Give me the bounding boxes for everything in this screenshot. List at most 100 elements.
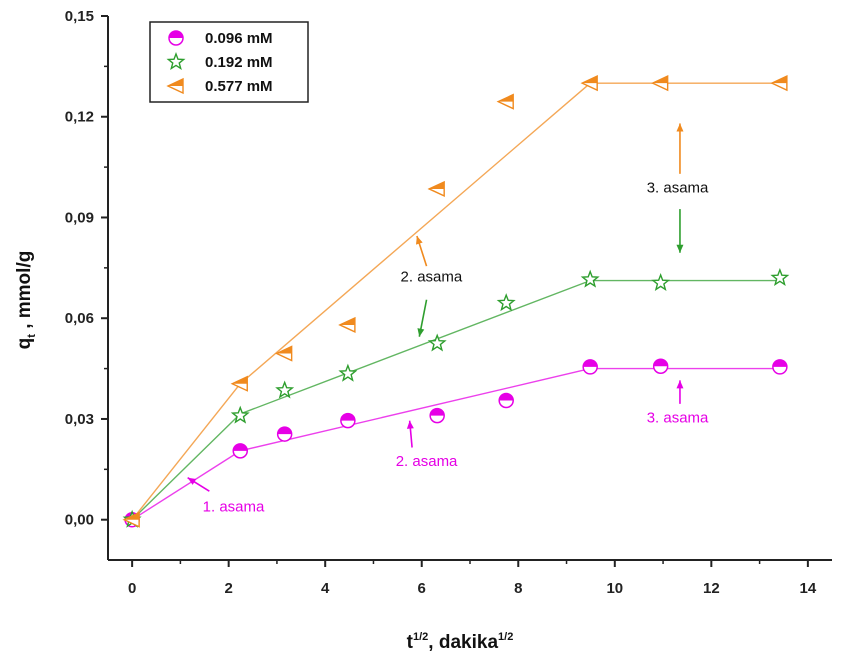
data-point-2: [338, 363, 358, 382]
annotation-label: 3. asama: [647, 179, 709, 196]
data-point-2: [651, 272, 671, 292]
marker-star: [166, 52, 186, 71]
marker-fill: [582, 76, 598, 84]
marker-fill: [232, 376, 248, 384]
marker-fill: [277, 427, 292, 435]
data-point-1: [772, 359, 788, 375]
data-point-2: [230, 405, 250, 424]
marker-fill: [772, 359, 787, 367]
annotation-arrow-head: [676, 123, 684, 132]
data-point-3: [122, 511, 140, 528]
marker-fill: [169, 31, 183, 38]
x-tick-label: 8: [514, 580, 522, 597]
y-tick-label: 0,12: [65, 109, 94, 126]
marker-fill: [429, 181, 445, 189]
marker-star: [651, 272, 671, 292]
data-point-3: [770, 75, 788, 92]
marker-fill: [339, 317, 355, 325]
annotation-arrow-head: [416, 235, 423, 245]
legend-marker: [166, 52, 186, 71]
y-tick-label: 0,06: [65, 310, 94, 327]
y-axis-title-part: , mmol/g: [14, 251, 35, 334]
annotation-label: 2. asama: [396, 453, 458, 470]
data-point-1: [652, 358, 669, 374]
marker-fill: [340, 413, 355, 421]
annotation-arrow-head: [676, 380, 684, 389]
y-axis-title-part: q: [14, 338, 35, 350]
marker-fill: [499, 393, 514, 401]
data-point-2: [580, 269, 600, 288]
marker-star: [427, 333, 447, 352]
marker-fill: [583, 359, 598, 367]
data-point-3: [230, 375, 248, 392]
annotation-arrow-head: [676, 244, 684, 253]
annotation-arrow-head: [187, 477, 197, 485]
x-tick-label: 4: [321, 580, 330, 597]
fit-line-3: [239, 82, 591, 385]
annotation-arrow-head: [417, 328, 425, 337]
annotation-label: 2. asama: [401, 268, 463, 285]
data-point-3: [338, 316, 356, 334]
data-point-2: [427, 333, 447, 352]
y-axis-title-sub: t: [26, 334, 38, 338]
data-point-1: [498, 392, 514, 409]
fit-line-2: [131, 413, 241, 521]
data-point-1: [232, 443, 249, 459]
marker-star: [230, 405, 250, 424]
x-tick-label: 0: [128, 580, 136, 597]
data-point-3: [650, 75, 669, 92]
x-tick-label: 10: [606, 580, 623, 597]
marker-fill: [652, 76, 668, 84]
marker-star: [580, 269, 600, 288]
data-point-3: [496, 93, 514, 110]
annotation-label: 1. asama: [203, 498, 265, 515]
data-point-3: [427, 180, 445, 198]
x-axis-title-part: , dakika: [428, 632, 498, 653]
legend-label: 0.192 mM: [205, 54, 273, 71]
legend-marker: [168, 30, 184, 46]
x-tick-label: 12: [703, 580, 720, 597]
y-tick-label: 0,15: [65, 8, 94, 25]
fit-line-1: [240, 367, 591, 452]
data-point-2: [496, 293, 516, 312]
marker-fill: [430, 408, 445, 416]
marker-star: [496, 293, 516, 312]
y-axis-title: qt , mmol/g: [14, 251, 38, 350]
fit-line-3: [131, 383, 241, 521]
legend-label: 0.096 mM: [205, 30, 273, 47]
legend-marker: [166, 77, 184, 95]
fit-lines: [131, 82, 780, 521]
marker-star: [770, 267, 790, 286]
data-point-1: [276, 426, 293, 442]
x-axis-title-sup: 1/2: [498, 631, 513, 643]
marker-fill: [124, 512, 140, 520]
annotation-arrow-head: [406, 420, 414, 429]
marker-fill: [276, 346, 292, 354]
x-axis-title: t1/2, dakika1/2: [407, 631, 514, 653]
data-point-3: [580, 75, 598, 92]
marker-fill: [653, 359, 668, 367]
data-point-2: [770, 267, 790, 286]
x-tick-label: 6: [418, 580, 426, 597]
x-tick-label: 14: [800, 580, 817, 597]
marker-fill: [771, 76, 787, 84]
markers: [122, 75, 790, 528]
x-tick-label: 2: [224, 580, 232, 597]
data-point-1: [340, 412, 356, 429]
marker-star: [338, 363, 358, 382]
annotation-label: 3. asama: [647, 409, 709, 426]
data-point-3: [275, 345, 293, 362]
x-axis-title-part: t: [407, 632, 414, 653]
axes: 0 2 4 6 8 10 12 14 0,00 0,03 0,06 0,09 0,12 0,15: [65, 8, 832, 597]
data-point-2: [275, 380, 295, 399]
y-tick-label: 0,09: [65, 209, 94, 226]
marker-star: [275, 380, 295, 399]
fit-line-1: [131, 450, 241, 521]
marker-fill: [498, 94, 514, 102]
legend: 0.096 mM 0.192 mM 0.577 mM: [149, 21, 309, 103]
marker-fill: [168, 79, 183, 86]
data-point-1: [582, 359, 598, 375]
data-point-1: [429, 407, 445, 424]
marker-fill: [233, 443, 248, 451]
